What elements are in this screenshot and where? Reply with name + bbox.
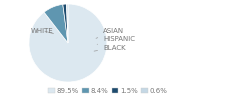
Text: ASIAN: ASIAN bbox=[96, 28, 124, 38]
Legend: 89.5%, 8.4%, 1.5%, 0.6%: 89.5%, 8.4%, 1.5%, 0.6% bbox=[46, 85, 170, 96]
Wedge shape bbox=[66, 4, 68, 43]
Text: BLACK: BLACK bbox=[94, 45, 126, 51]
Wedge shape bbox=[29, 4, 107, 82]
Text: HISPANIC: HISPANIC bbox=[97, 36, 135, 44]
Wedge shape bbox=[63, 4, 68, 43]
Wedge shape bbox=[44, 4, 68, 43]
Text: WHITE: WHITE bbox=[31, 28, 54, 34]
